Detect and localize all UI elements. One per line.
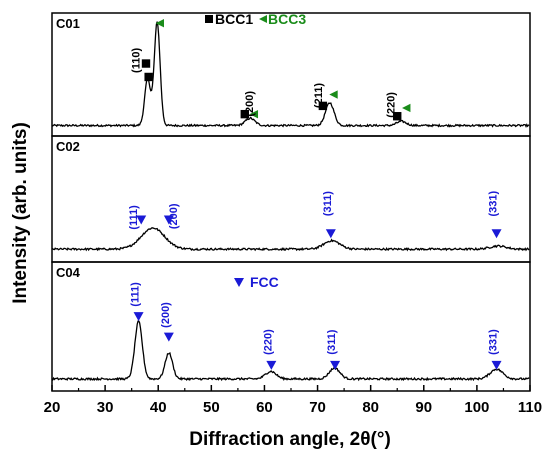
- fcc-legend-label: FCC: [250, 274, 279, 290]
- hkl-label: (311): [322, 191, 334, 216]
- fcc-marker: [163, 332, 174, 342]
- diffraction-curve: [51, 320, 530, 382]
- diffraction-curve: [51, 21, 530, 128]
- fcc-legend-marker: [234, 278, 244, 287]
- panel-frame: [51, 135, 531, 263]
- bcc3-marker: [249, 109, 259, 119]
- fcc-marker: [163, 215, 174, 225]
- hkl-label: (331): [488, 329, 500, 355]
- bcc3-legend-marker: [259, 15, 267, 23]
- x-axis: 20 30 40 50 60 70 80 90 100 110: [44, 385, 542, 416]
- fcc-marker: [330, 360, 341, 370]
- fcc-marker: [133, 312, 144, 322]
- legend-bcc: BCC1 BCC3: [205, 11, 306, 27]
- x-tick-label: 30: [97, 399, 114, 416]
- x-axis-title: Diffraction angle, 2θ(°): [189, 429, 391, 450]
- x-tick-label: 90: [415, 399, 432, 416]
- bcc1-marker: [393, 112, 402, 121]
- panel-frame: [51, 261, 531, 392]
- panel-label: C02: [56, 139, 80, 154]
- bcc3-legend-label: BCC3: [268, 11, 306, 27]
- panel-label: C01: [56, 16, 80, 31]
- x-tick-label: 40: [150, 399, 167, 416]
- diffraction-curve: [51, 227, 530, 252]
- fcc-marker: [491, 360, 502, 370]
- x-tick-label: 70: [309, 399, 326, 416]
- hkl-label: (111): [130, 282, 142, 307]
- bcc3-marker: [329, 90, 338, 99]
- bcc3-marker: [402, 103, 411, 113]
- y-axis-title: Intensity (arb. units): [10, 122, 31, 304]
- fcc-marker: [136, 215, 147, 225]
- bcc1-legend-marker: [205, 15, 213, 23]
- bcc3-marker: [155, 19, 165, 28]
- hkl-label: (200): [160, 302, 172, 328]
- x-tick-label: 100: [464, 399, 489, 416]
- legend-fcc: FCC: [234, 274, 279, 290]
- hkl-label: (200): [244, 91, 256, 117]
- plot-area: C01 (110) (200) (211) (220) C02 (111) (200) (311…: [51, 11, 531, 392]
- hkl-label: (220): [386, 92, 398, 118]
- hkl-label: (111): [128, 205, 140, 230]
- panel-label: C04: [56, 265, 81, 280]
- bcc1-marker: [141, 59, 151, 68]
- fcc-marker: [491, 229, 502, 239]
- x-tick-label: 20: [44, 399, 61, 416]
- hkl-label: (200): [168, 203, 180, 229]
- hkl-label: (110): [131, 48, 143, 73]
- bcc1-marker: [318, 101, 328, 111]
- panel-c02: C02 (111) (200) (311) (331): [51, 135, 531, 263]
- panel-frame: [51, 12, 531, 137]
- bcc1-marker: [144, 72, 153, 82]
- fcc-marker: [266, 360, 277, 370]
- panel-c04: C04 (111) (200) (220) (311) (331): [51, 261, 531, 392]
- hkl-label: (331): [488, 190, 500, 216]
- bcc1-legend-label: BCC1: [215, 11, 253, 27]
- panel-c01: C01 (110) (200) (211) (220): [51, 12, 531, 137]
- hkl-label: (211): [313, 83, 325, 108]
- x-tick-label: 110: [518, 399, 542, 416]
- x-tick-label: 80: [362, 399, 379, 416]
- bcc1-marker: [240, 109, 249, 119]
- hkl-label: (220): [262, 329, 274, 355]
- x-tick-label: 60: [256, 399, 273, 416]
- x-tick-label: 50: [203, 399, 220, 416]
- hkl-label: (311): [326, 329, 338, 354]
- fcc-marker: [325, 229, 336, 239]
